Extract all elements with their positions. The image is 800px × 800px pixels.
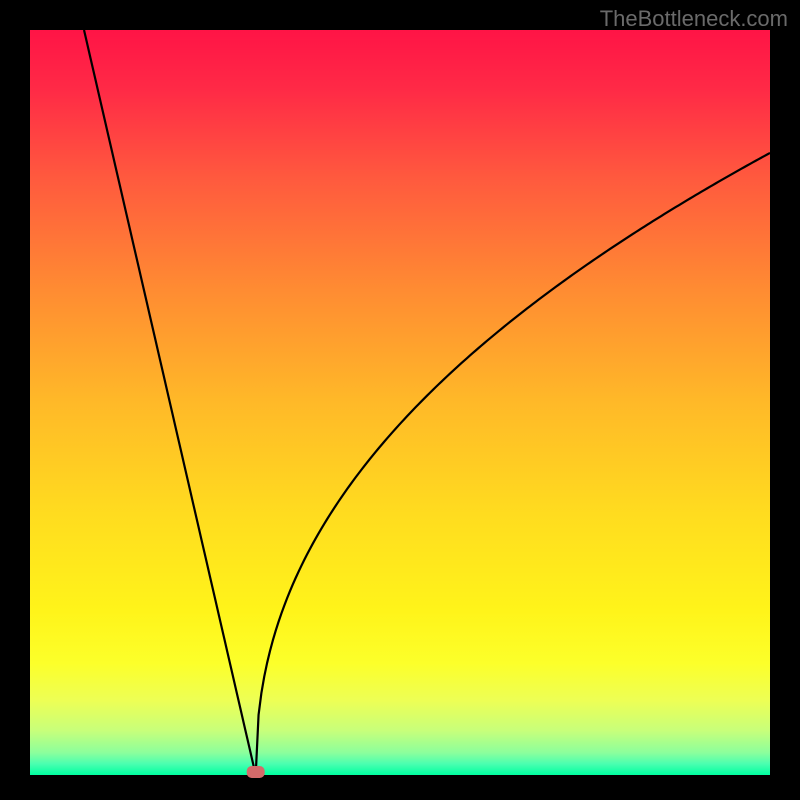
chart-container: TheBottleneck.com	[0, 0, 800, 800]
watermark-text: TheBottleneck.com	[600, 6, 788, 32]
chart-background	[30, 30, 770, 775]
bottleneck-chart	[0, 0, 800, 800]
notch-marker	[247, 766, 265, 778]
